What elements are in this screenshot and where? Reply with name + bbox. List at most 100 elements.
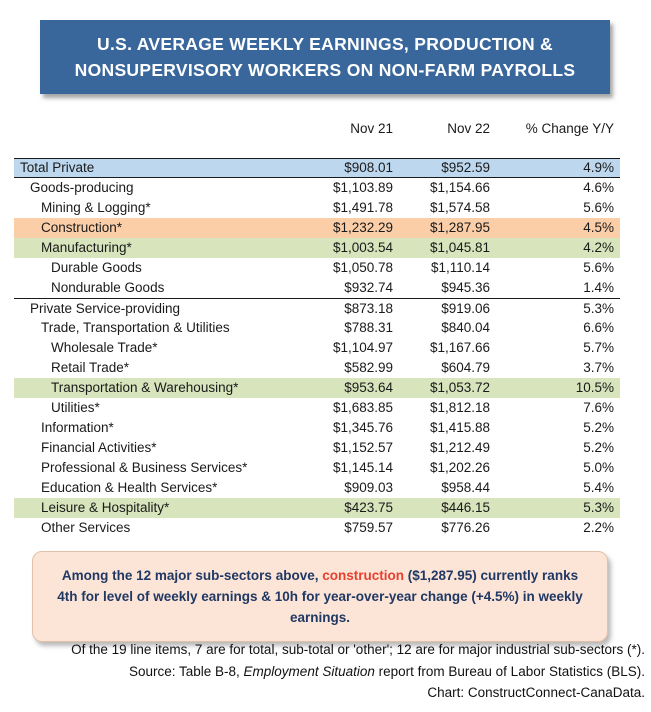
- nov22-value: $919.06: [441, 300, 490, 316]
- nov22-value: $952.59: [441, 160, 490, 175]
- sector-label: Financial Activities*: [41, 440, 157, 455]
- chart-title-banner: U.S. AVERAGE WEEKLY EARNINGS, PRODUCTION…: [40, 20, 610, 94]
- change-value: 4.2%: [583, 240, 614, 255]
- sector-label: Utilities*: [51, 400, 100, 415]
- nov22-value: $1,574.58: [429, 200, 490, 215]
- column-header-change: % Change Y/Y: [525, 121, 614, 136]
- nov21-value: $1,491.78: [332, 200, 393, 215]
- sector-label: Leisure & Hospitality*: [41, 500, 170, 515]
- nov22-value: $1,287.95: [429, 220, 490, 235]
- sector-label: Retail Trade*: [51, 360, 130, 375]
- sector-label: Construction*: [41, 220, 123, 235]
- sector-label: Manufacturing*: [41, 240, 132, 255]
- nov21-value: $909.03: [344, 480, 393, 495]
- change-value: 5.6%: [583, 260, 614, 275]
- nov21-value: $1,152.57: [332, 440, 393, 455]
- change-value: 5.2%: [583, 440, 614, 455]
- sector-label: Transportation & Warehousing*: [51, 380, 239, 395]
- change-value: 2.2%: [583, 520, 614, 535]
- sector-label: Durable Goods: [51, 260, 142, 275]
- table-row: Trade, Transportation & Utilities $788.31…: [14, 318, 620, 338]
- note-construction-highlight: construction: [322, 568, 404, 583]
- sector-label: Nondurable Goods: [51, 280, 165, 295]
- sector-label: Private Service-providing: [30, 300, 181, 316]
- nov22-value: $1,202.26: [429, 460, 490, 475]
- change-value: 5.0%: [583, 460, 614, 475]
- sector-label: Other Services: [41, 520, 131, 535]
- nov21-value: $1,683.85: [332, 400, 393, 415]
- change-value: 5.7%: [583, 340, 614, 355]
- nov22-value: $958.44: [441, 480, 490, 495]
- nov21-value: $1,103.89: [332, 180, 393, 195]
- change-value: 5.3%: [583, 500, 614, 515]
- column-header-nov21: Nov 21: [350, 121, 393, 136]
- nov22-value: $840.04: [441, 320, 490, 335]
- change-value: 4.5%: [583, 220, 614, 235]
- sector-label: Mining & Logging*: [41, 200, 151, 215]
- sector-label: Trade, Transportation & Utilities: [41, 320, 230, 335]
- sector-label: Education & Health Services*: [41, 480, 218, 495]
- note-text-prefix: Among the 12 major sub-sectors above,: [61, 568, 323, 583]
- change-value: 5.2%: [583, 420, 614, 435]
- note-text-suffix: ($1,287.95) currently ranks 4th for leve…: [57, 568, 583, 625]
- footer-source-note: Source: Table B-8, Employment Situation …: [5, 661, 645, 683]
- table-row: Professional & Business Services* $1,145.…: [14, 458, 620, 478]
- change-value: 6.6%: [583, 320, 614, 335]
- table-row: Manufacturing* $1,003.54 $1,045.81 4.2%: [14, 238, 620, 258]
- nov22-value: $945.36: [441, 280, 490, 295]
- table-row: Retail Trade* $582.99 $604.79 3.7%: [14, 358, 620, 378]
- sector-label: Information*: [41, 420, 114, 435]
- nov22-value: $1,415.88: [429, 420, 490, 435]
- nov21-value: $1,104.97: [332, 340, 393, 355]
- nov21-value: $1,345.76: [332, 420, 393, 435]
- footer-chart-credit: Chart: ConstructConnect-CanaData.: [427, 685, 645, 700]
- nov22-value: $604.79: [441, 360, 490, 375]
- nov21-value: $932.74: [344, 280, 393, 295]
- nov21-value: $759.57: [344, 520, 393, 535]
- nov22-value: $1,045.81: [429, 240, 490, 255]
- construction-note-box: Among the 12 major sub-sectors above, co…: [32, 551, 608, 642]
- nov22-value: $1,212.49: [429, 440, 490, 455]
- nov21-value: $788.31: [344, 320, 393, 335]
- footer-notes: Of the 19 line items, 7 are for total, s…: [5, 639, 645, 704]
- change-value: 10.5%: [575, 380, 614, 395]
- nov21-value: $873.18: [344, 300, 393, 316]
- change-value: 3.7%: [583, 360, 614, 375]
- table-row: Total Private $908.01 $952.59 4.9%: [14, 158, 620, 178]
- nov22-value: $1,812.18: [429, 400, 490, 415]
- change-value: 4.9%: [583, 160, 614, 175]
- change-value: 7.6%: [583, 400, 614, 415]
- source-report-name: Employment Situation: [243, 663, 375, 679]
- change-value: 5.3%: [583, 300, 614, 316]
- table-row: Financial Activities* $1,152.57 $1,212.49 5…: [14, 438, 620, 458]
- table-row: Goods-producing $1,103.89 $1,154.66 4.6%: [14, 178, 620, 198]
- change-value: 5.6%: [583, 200, 614, 215]
- nov21-value: $582.99: [344, 360, 393, 375]
- nov21-value: $1,232.29: [332, 220, 393, 235]
- nov22-value: $1,154.66: [429, 180, 490, 195]
- footer-line-items-note: Of the 19 line items, 7 are for total, s…: [71, 642, 645, 657]
- column-header-nov22: Nov 22: [447, 121, 490, 136]
- nov22-value: $1,110.14: [430, 260, 490, 275]
- nov22-value: $446.15: [441, 500, 490, 515]
- change-value: 5.4%: [583, 480, 614, 495]
- nov21-value: $1,145.14: [332, 460, 393, 475]
- table-row: Nondurable Goods $932.74 $945.36 1.4%: [14, 278, 620, 298]
- sector-label: Wholesale Trade*: [51, 340, 158, 355]
- table-row: Construction* $1,232.29 $1,287.95 4.5%: [14, 218, 620, 238]
- chart-title-line1: U.S. AVERAGE WEEKLY EARNINGS, PRODUCTION…: [97, 34, 553, 54]
- table-row: Durable Goods $1,050.78 $1,110.14 5.6%: [14, 258, 620, 278]
- sector-label: Professional & Business Services*: [41, 460, 248, 475]
- nov21-value: $1,003.54: [332, 240, 393, 255]
- table-row: Education & Health Services* $909.03 $958.…: [14, 478, 620, 498]
- column-headers: Nov 21 Nov 22 % Change Y/Y: [14, 121, 620, 141]
- nov21-value: $908.01: [344, 160, 393, 175]
- table-row: Information* $1,345.76 $1,415.88 5.2%: [14, 418, 620, 438]
- table-row: Leisure & Hospitality* $423.75 $446.15 5.3%: [14, 498, 620, 518]
- sector-label: Total Private: [20, 160, 95, 175]
- table-row: Wholesale Trade* $1,104.97 $1,167.66 5.7%: [14, 338, 620, 358]
- change-value: 4.6%: [583, 180, 614, 195]
- table-row: Private Service-providing $873.18 $919.06 5…: [14, 298, 620, 318]
- nov22-value: $1,053.72: [429, 380, 490, 395]
- nov21-value: $953.64: [344, 380, 393, 395]
